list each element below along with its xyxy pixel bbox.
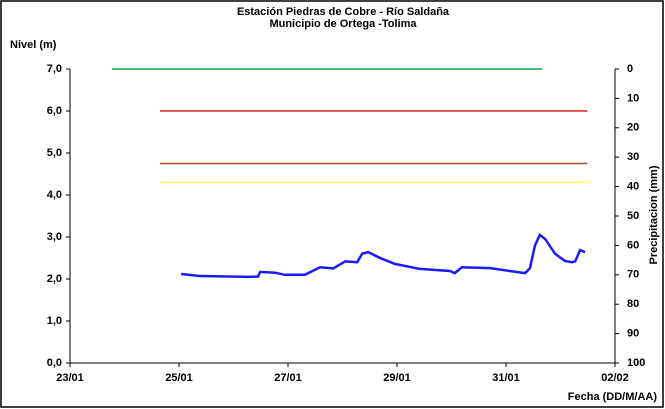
y-tick-label: 1,0 — [47, 315, 62, 327]
y-tick-label: 0,0 — [47, 357, 62, 369]
x-tick-label: 27/01 — [274, 372, 302, 384]
y2-tick-label: 70 — [627, 269, 639, 281]
y-tick-label: 7,0 — [47, 63, 62, 75]
y2-tick-label: 30 — [627, 151, 639, 163]
y2-tick-label: 40 — [627, 181, 639, 193]
y-tick-label: 6,0 — [47, 105, 62, 117]
y2-tick-label: 80 — [627, 298, 639, 310]
x-tick-label: 31/01 — [492, 372, 520, 384]
y2-tick-label: 90 — [627, 328, 639, 340]
y2-axis-label: Precipitacion (mm) — [648, 165, 660, 264]
y-tick-label: 3,0 — [47, 231, 62, 243]
x-tick-label: 23/01 — [56, 372, 84, 384]
y2-tick-label: 10 — [627, 92, 639, 104]
chart-subtitle: Municipio de Ortega -Tolima — [269, 18, 417, 30]
y2-tick-label: 60 — [627, 239, 639, 251]
x-tick-label: 02/02 — [601, 372, 629, 384]
y-axis-label: Nivel (m) — [10, 39, 57, 51]
y2-tick-label: 100 — [627, 357, 645, 369]
y-tick-label: 2,0 — [47, 273, 62, 285]
data-line — [181, 232, 586, 279]
chart-title: Estación Piedras de Cobre - Río Saldaña — [237, 6, 450, 18]
x-tick-label: 29/01 — [383, 372, 411, 384]
y2-tick-label: 50 — [627, 210, 639, 222]
x-axis-label: Fecha (DD/M/AA) — [568, 391, 658, 403]
y-tick-label: 5,0 — [47, 147, 62, 159]
y2-tick-label: 20 — [627, 122, 639, 134]
y2-tick-label: 0 — [627, 63, 633, 75]
y-tick-label: 4,0 — [47, 189, 62, 201]
x-tick-label: 25/01 — [165, 372, 193, 384]
